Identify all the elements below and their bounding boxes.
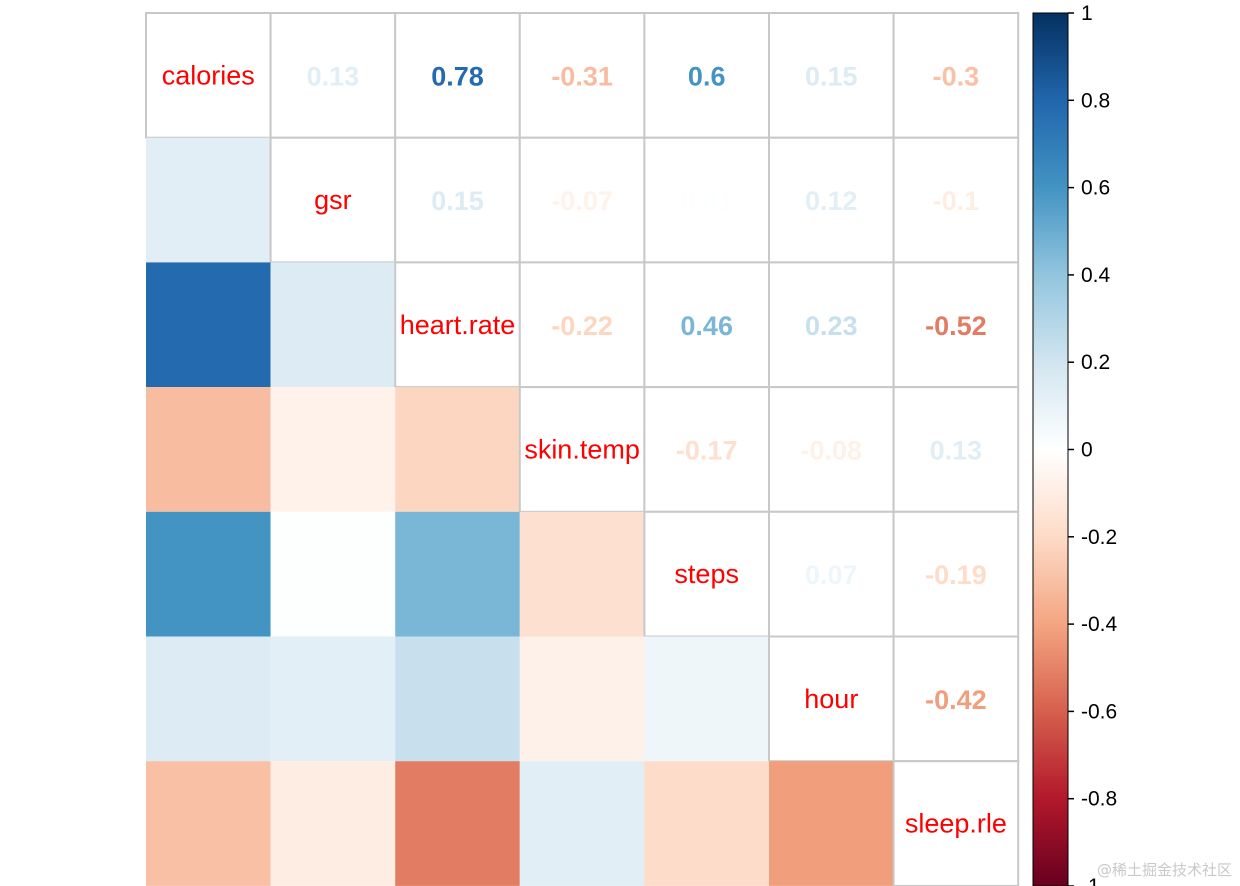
- correlation-value: 0.12: [805, 186, 858, 216]
- upper-cell: [892, 386, 1020, 513]
- upper-cell: [394, 12, 521, 139]
- variable-label: gsr: [314, 185, 352, 215]
- upper-cell: [518, 12, 646, 139]
- colorbar-tick-label: 1: [1081, 2, 1093, 25]
- correlation-value: -0.31: [551, 61, 613, 91]
- colorbar-tick-label: 0.4: [1081, 264, 1111, 287]
- upper-cell: [768, 12, 895, 139]
- heatmap-cell: [519, 511, 645, 637]
- heatmap-cell: [644, 636, 769, 762]
- upper-cell: [892, 136, 1020, 264]
- heatmap-cell: [519, 761, 645, 886]
- correlation-value: -0.22: [551, 311, 613, 341]
- variable-label: heart.rate: [400, 310, 516, 340]
- correlation-value: -0.19: [925, 560, 987, 590]
- heatmap-cell: [395, 387, 520, 512]
- variable-label: hour: [804, 684, 858, 714]
- correlation-value: 0.13: [307, 61, 360, 91]
- upper-cell: [394, 136, 521, 264]
- colorbar-tick-label: 0.6: [1081, 177, 1110, 200]
- correlation-value: -0.17: [676, 435, 738, 465]
- colorbar-tick-label: 0.8: [1081, 89, 1110, 112]
- heatmap-cells: [145, 12, 1020, 886]
- heatmap-cell: [146, 761, 271, 886]
- colorbar-tick-label: 0: [1081, 439, 1093, 462]
- colorbar-tick-label: -0.2: [1081, 526, 1117, 549]
- heatmap-cell: [146, 137, 271, 263]
- upper-cell: [768, 136, 895, 264]
- upper-cell: [892, 261, 1020, 389]
- correlation-value: 0.13: [930, 435, 983, 465]
- heatmap-cell: [395, 636, 520, 762]
- heatmap-cell: [644, 761, 769, 886]
- heatmap-cell: [270, 387, 396, 512]
- variable-label: skin.temp: [524, 434, 640, 464]
- correlation-value: -0.07: [551, 186, 613, 216]
- variable-label: sleep.rle: [905, 809, 1007, 839]
- watermark: @稀土掘金技术社区: [1096, 861, 1232, 879]
- correlation-value: -0.1: [933, 186, 980, 216]
- heatmap-cell: [270, 636, 396, 762]
- heatmap-cell: [270, 262, 396, 388]
- variable-labels: calories gsr heart.rate skin.temp steps hour s…: [162, 60, 1007, 838]
- correlation-value: -0.08: [801, 435, 863, 465]
- correlation-value: 0.46: [680, 311, 733, 341]
- correlation-value: -0.52: [925, 311, 987, 341]
- diagonal-cell: [394, 261, 521, 389]
- variable-label: steps: [674, 559, 739, 589]
- heatmap-cell: [146, 636, 271, 762]
- heatmap-cell: [270, 511, 396, 637]
- heatmap-cell: [146, 511, 271, 637]
- colorbar: 1 0.8 0.6 0.4 0.2 0 -0.2 -0.4 -0.6 -0.8 -1: [1032, 2, 1118, 886]
- correlation-value: 0.6: [688, 61, 726, 91]
- upper-cell: [518, 136, 646, 264]
- heatmap-cell: [395, 511, 520, 637]
- upper-cell: [768, 386, 895, 513]
- colorbar-tick-label: 0.2: [1081, 351, 1110, 374]
- diagonal-cell: [518, 386, 646, 513]
- heatmap-cell: [146, 262, 271, 388]
- upper-cell: [518, 261, 646, 389]
- correlation-value: 0.01: [680, 186, 733, 216]
- colorbar-tick-label: -0.4: [1081, 613, 1118, 636]
- heatmap-cell: [769, 761, 894, 886]
- diagonal-cell: [768, 635, 895, 763]
- correlation-value: 0.15: [805, 61, 858, 91]
- correlation-value: -0.3: [933, 61, 980, 91]
- heatmap-cell: [519, 636, 645, 762]
- correlation-value: 0.78: [431, 61, 484, 91]
- correlation-value: 0.23: [805, 311, 858, 341]
- upper-cell: [768, 261, 895, 389]
- correlation-values: 0.13 0.78 -0.31 0.6 0.15 -0.3 0.15 -0.07 0.01 0.1…: [307, 61, 987, 715]
- upper-cell: [892, 510, 1020, 638]
- upper-cell: [643, 261, 771, 389]
- correlation-value: -0.42: [925, 685, 987, 715]
- correlation-value: 0.07: [805, 560, 858, 590]
- correlation-value: 0.15: [431, 186, 484, 216]
- diagonal-cell: [643, 510, 771, 638]
- colorbar-tick-label: -1: [1081, 875, 1100, 886]
- diagonal-cell: [145, 12, 272, 139]
- variable-label: calories: [162, 60, 255, 90]
- colorbar-tick-label: -0.8: [1081, 788, 1117, 811]
- diagonal-cell: [269, 136, 397, 264]
- colorbar-tick-label: -0.6: [1081, 700, 1117, 723]
- heatmap-cell: [395, 761, 520, 886]
- colorbar-gradient: [1032, 12, 1069, 886]
- upper-cell: [269, 12, 397, 139]
- heatmap-cell: [146, 387, 271, 512]
- upper-cell: [892, 635, 1020, 763]
- heatmap-cell: [270, 761, 396, 886]
